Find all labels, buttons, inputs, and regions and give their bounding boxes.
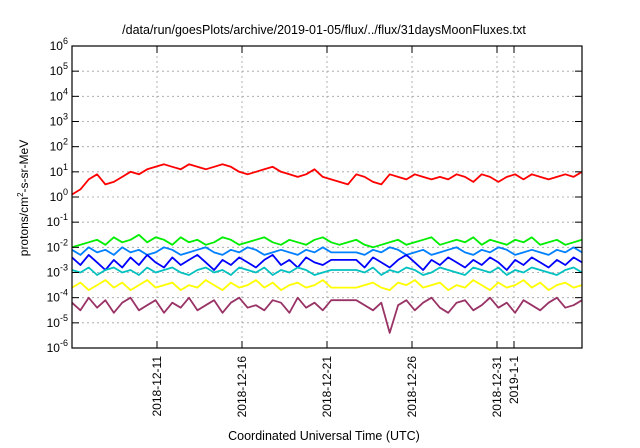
series-layer — [71, 163, 583, 334]
y-tick-label: 10-4 — [47, 288, 68, 305]
y-tick-exponent: -4 — [60, 288, 68, 298]
y-tick-base: 10 — [50, 190, 64, 204]
y-tick-exponent: 1 — [63, 162, 68, 172]
x-tick-label: 2018-12-11 — [150, 356, 164, 417]
x-tick-labels: 2018-12-11 2018-12-16 2018-12-21 2018-12-26… — [150, 356, 521, 418]
y-tick-label: 101 — [50, 162, 68, 179]
y-tick-base: 10 — [50, 64, 64, 78]
y-tick-exponent: -6 — [60, 338, 68, 348]
y-tick-base: 10 — [47, 215, 61, 229]
data-series-1 — [71, 233, 583, 249]
y-tick-label: 106 — [50, 36, 68, 53]
y-tick-exponent: 6 — [63, 36, 68, 46]
y-tick-exponent: 2 — [63, 137, 68, 147]
x-tick-label: 2019-1-1 — [507, 356, 521, 404]
y-tick-label: 105 — [50, 61, 68, 78]
plot-frame — [71, 45, 583, 349]
y-tick-base: 10 — [50, 165, 64, 179]
y-tick-exponent: -5 — [60, 313, 68, 323]
y-tick-base: 10 — [47, 316, 61, 330]
y-tick-label: 10-1 — [47, 212, 68, 229]
y-tick-exponent: -1 — [60, 212, 68, 222]
grid — [72, 46, 582, 348]
x-axis-label: Coordinated Universal Time (UTC) — [228, 429, 420, 443]
y-axis-label: protons/cm2-s-sr-MeV — [16, 140, 31, 256]
data-series-5 — [71, 279, 583, 292]
x-tick-label: 2018-12-21 — [320, 356, 334, 418]
y-tick-label: 104 — [50, 86, 68, 103]
y-tick-label: 10-3 — [47, 263, 68, 280]
data-series-3 — [71, 253, 583, 271]
y-tick-label: 102 — [50, 137, 68, 154]
y-tick-label: 10-5 — [47, 313, 68, 330]
y-tick-base: 10 — [47, 266, 61, 280]
y-tick-base: 10 — [47, 291, 61, 305]
y-tick-exponent: 4 — [63, 86, 68, 96]
axes — [71, 45, 583, 349]
y-tick-exponent: -3 — [60, 263, 68, 273]
x-tick-label: 2018-12-31 — [490, 356, 504, 418]
data-series-6 — [71, 296, 583, 334]
y-tick-base: 10 — [50, 140, 64, 154]
y-tick-exponent: -2 — [60, 237, 68, 247]
y-tick-label: 100 — [50, 187, 68, 204]
y-tick-base: 10 — [47, 341, 61, 355]
y-tick-exponent: 3 — [63, 112, 68, 122]
x-tick-label: 2018-12-26 — [405, 356, 419, 418]
y-tick-label: 10-2 — [47, 237, 68, 254]
y-tick-base: 10 — [50, 39, 64, 53]
y-tick-label: 10-6 — [47, 338, 68, 355]
y-tick-exponent: 5 — [63, 61, 68, 71]
y-tick-exponent: 0 — [63, 187, 68, 197]
x-tick-label: 2018-12-16 — [235, 356, 249, 418]
y-tick-base: 10 — [47, 240, 61, 254]
y-tick-base: 10 — [50, 115, 64, 129]
data-series-0 — [71, 163, 583, 196]
y-tick-label: 103 — [50, 112, 68, 129]
y-tick-base: 10 — [50, 89, 64, 103]
data-series-2 — [71, 246, 583, 256]
chart-title: /data/run/goesPlots/archive/2019-01-05/f… — [122, 23, 526, 37]
y-tick-labels: 10-610-510-410-310-210-11001011021031041… — [47, 36, 68, 355]
data-series-4 — [71, 266, 583, 276]
